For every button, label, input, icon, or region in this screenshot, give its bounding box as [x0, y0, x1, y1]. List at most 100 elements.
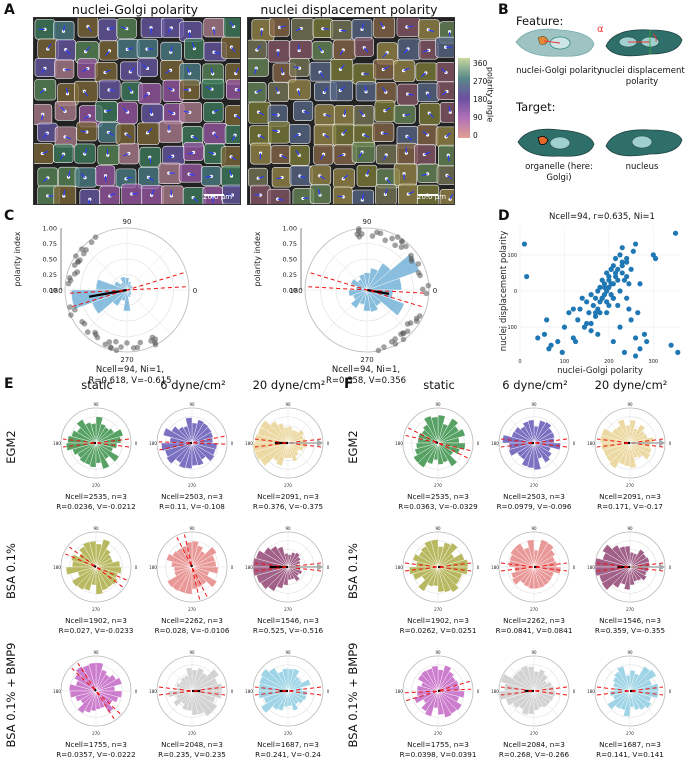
scatter-point — [589, 321, 594, 326]
angle-tick-label: 270 — [530, 483, 538, 488]
scatter-point — [593, 310, 598, 315]
cell-point — [66, 281, 72, 287]
radial-tick-label: 0.00 — [43, 287, 57, 295]
angle-tick-label: 180 — [53, 441, 61, 446]
cell-point — [118, 344, 124, 350]
radial-tick-label: 0.00 — [283, 287, 297, 295]
angle-tick-label: 90 — [285, 650, 291, 655]
scatter-point — [535, 335, 540, 340]
radial-tick-label: 0.25 — [43, 271, 57, 279]
nuclei-displacement-microscopy-image — [247, 17, 455, 205]
scatter-point — [620, 270, 625, 275]
scatter-point — [589, 292, 594, 297]
x-tick-label: 100 — [560, 359, 570, 365]
scatter-point — [560, 350, 565, 355]
angle-tick-label: 180 — [587, 565, 595, 570]
cell-point — [72, 307, 78, 313]
scatter-point — [629, 317, 634, 322]
angle-tick-label: 0 — [135, 689, 138, 694]
cell-region — [224, 18, 240, 37]
cell-point — [153, 342, 159, 348]
angle-tick-label: 0 — [477, 689, 480, 694]
angle-tick-label: 270 — [284, 607, 292, 612]
scatter-point — [586, 310, 591, 315]
cell-point — [74, 269, 80, 275]
cell-point — [381, 344, 387, 350]
angle-tick-label: 0 — [327, 689, 330, 694]
angle-tick-label: 180 — [395, 565, 403, 570]
target-left-label: organelle (here: Golgi) — [514, 162, 604, 184]
cell-point — [82, 321, 88, 327]
cell-point — [409, 258, 415, 264]
c-left-caption-1: Ncell=94, Ni=1, — [60, 365, 200, 376]
panel-letter-a: A — [4, 2, 15, 18]
caption-line-1: Ncell=1546, n=3 — [570, 616, 685, 626]
cell-point — [81, 251, 87, 257]
cell-region — [226, 106, 240, 126]
condition-row-label: BSA 0.1% — [4, 516, 18, 626]
scatter-point — [622, 350, 627, 355]
angle-tick-label: 270 — [626, 731, 634, 736]
polar-ylabel: polarity index — [13, 231, 22, 286]
scatter-point — [577, 306, 582, 311]
angle-tick-label: 90 — [189, 650, 195, 655]
radial-tick-label: 0.50 — [283, 256, 297, 264]
cell-point — [113, 339, 119, 345]
angle-tick-label: 270 — [434, 607, 442, 612]
caption-line-2: R=0.241, V=-0.24 — [228, 750, 348, 760]
angle-tick-label: 270 — [360, 356, 373, 364]
caption-line-2: R=0.525, V=-0.516 — [228, 626, 348, 636]
angle-tick-label: 90 — [363, 218, 372, 226]
scatter-point — [606, 278, 611, 283]
angle-tick-label: 0 — [327, 565, 330, 570]
cell-point — [382, 237, 388, 243]
angle-tick-label: 180 — [53, 565, 61, 570]
caption-line-2: R=0.359, V=-0.355 — [570, 626, 685, 636]
scatter-point — [604, 299, 609, 304]
angle-tick-label: 90 — [435, 526, 441, 531]
scatter-point — [617, 325, 622, 330]
polarity-vector — [365, 86, 366, 92]
angle-tick-label: 180 — [491, 689, 499, 694]
angle-tick-label: 0 — [573, 689, 576, 694]
scatter-point — [542, 332, 547, 337]
scatter-point — [602, 285, 607, 290]
scatter-point — [642, 332, 647, 337]
scatter-point — [611, 296, 616, 301]
angle-tick-label: 90 — [435, 402, 441, 407]
cell-region — [159, 121, 182, 142]
cell-point — [378, 231, 384, 237]
scatter-point — [637, 281, 642, 286]
scatter-point — [562, 325, 567, 330]
angle-tick-label: 270 — [92, 731, 100, 736]
polarity-vector — [340, 30, 346, 31]
cell-point — [425, 283, 431, 289]
polarity-vector — [132, 193, 138, 194]
angle-tick-label: 180 — [149, 565, 157, 570]
x-axis-label: nuclei-Golgi polarity — [557, 366, 643, 376]
angle-tick-label: 0 — [327, 441, 330, 446]
cell-point — [93, 234, 99, 240]
scatter-point — [600, 296, 605, 301]
condition-column-label: static — [384, 378, 494, 392]
scatter-point — [633, 335, 638, 340]
cell-point — [405, 321, 411, 327]
cell-point — [401, 331, 407, 337]
scatter-point — [633, 353, 638, 358]
caption-line-1: Ncell=1546, n=3 — [228, 616, 348, 626]
x-tick-label: 0 — [518, 359, 521, 365]
angle-tick-label: 0 — [573, 441, 576, 446]
cell-point — [392, 242, 398, 248]
condition-row-label: BSA 0.1% + BMP9 — [346, 640, 360, 750]
angle-tick-label: 90 — [627, 650, 633, 655]
polarity-vector — [448, 155, 449, 161]
scatter-point — [566, 310, 571, 315]
